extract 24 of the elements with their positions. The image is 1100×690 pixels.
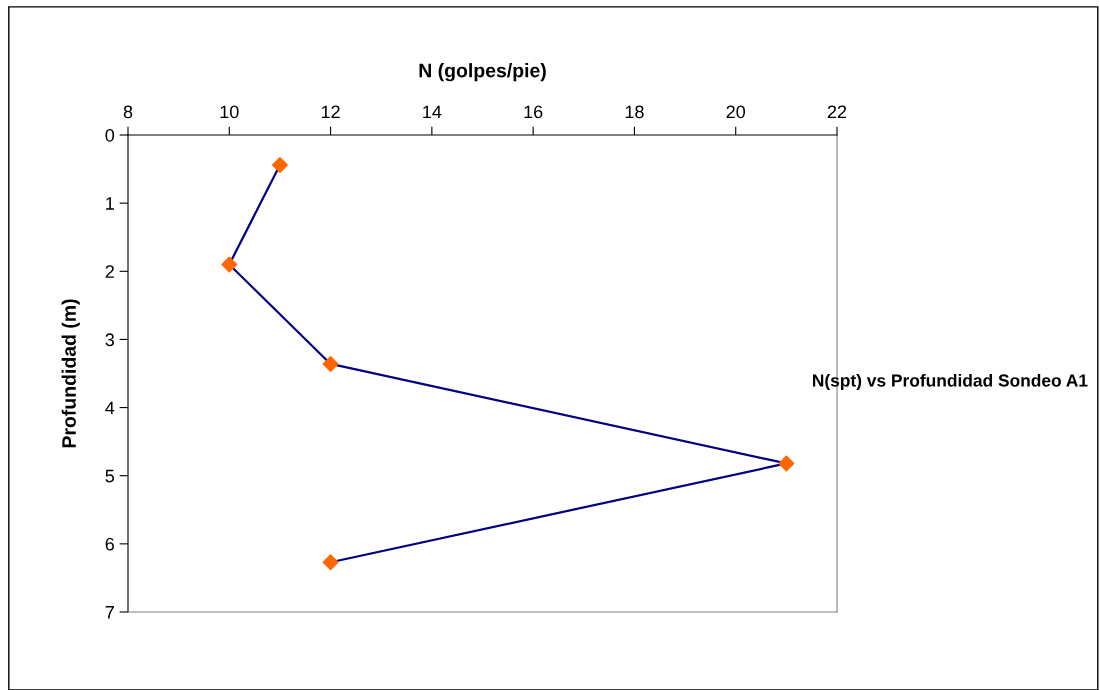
x-tick-label: 18 — [625, 105, 644, 119]
x-tick-label: 8 — [123, 105, 133, 119]
y-tick-label: 4 — [105, 401, 115, 415]
y-axis-title: Profundidad (m) — [61, 299, 80, 448]
x-tick-label: 12 — [321, 105, 340, 119]
y-tick-label: 1 — [106, 197, 114, 210]
x-tick-label: 16 — [524, 105, 543, 119]
y-tick-label: 2 — [105, 265, 114, 278]
point — [271, 157, 288, 173]
y-tick-label: 5 — [105, 469, 115, 483]
y-tick-label: 3 — [105, 333, 115, 347]
x-axis-title: N (golpes/pie) — [419, 63, 546, 82]
point — [322, 554, 339, 571]
y-tick-label: 6 — [105, 537, 115, 551]
x-tick-label: 22 — [827, 105, 847, 119]
y-tick-label: 7 — [105, 606, 114, 619]
text: N(spt) vs Profundidad Sondeo A1 — [813, 373, 1088, 391]
x-tick-label: 14 — [423, 105, 442, 119]
x-tick-label: 10 — [220, 105, 239, 119]
point — [778, 455, 795, 472]
point — [221, 256, 238, 273]
x-tick-label: 20 — [726, 105, 746, 119]
point — [322, 355, 339, 372]
y-tick-label: 0 — [105, 128, 115, 142]
